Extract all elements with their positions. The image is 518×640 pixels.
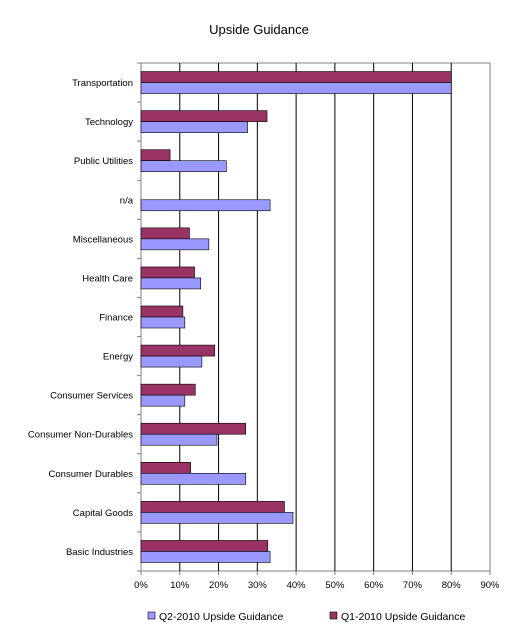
bar-q1 <box>140 305 184 318</box>
category-label: Consumer Services <box>50 391 133 402</box>
x-tick-label: 20% <box>209 580 229 591</box>
category-label: Capital Goods <box>73 508 133 519</box>
legend-label: Q1-2010 Upside Guidance <box>341 611 465 623</box>
x-tick-label: 90% <box>480 580 500 591</box>
category-label: Transportation <box>72 78 133 89</box>
category-label: Miscellaneous <box>73 234 133 245</box>
category-label: Energy <box>103 352 133 363</box>
bar-q1 <box>140 422 246 435</box>
bar-q2 <box>140 277 202 290</box>
bar-q2 <box>140 551 271 563</box>
chart-title: Upside Guidance <box>209 22 309 37</box>
bar-q1 <box>140 344 215 357</box>
bar-q2 <box>140 355 203 368</box>
x-tick-label: 10% <box>170 580 190 591</box>
bar-q2 <box>140 238 210 251</box>
legend-swatch <box>147 611 156 620</box>
bar-q2 <box>140 512 294 524</box>
bar-q2 <box>140 82 452 94</box>
category-label: Health Care <box>82 273 133 284</box>
bar-q2 <box>140 473 246 485</box>
plot-area: 0% 10% 20% 30% 40% 50% 60% 70% 80% 90% Transportat… <box>28 62 500 591</box>
bar-q2 <box>140 160 227 172</box>
x-tick-label: 80% <box>442 580 462 591</box>
legend-label: Q2-2010 Upside Guidance <box>159 611 283 623</box>
bar-q1 <box>140 540 269 552</box>
category-label: Consumer Durables <box>49 469 134 480</box>
bar-q1 <box>140 149 171 161</box>
bar-q1 <box>140 462 191 474</box>
legend-swatch <box>329 611 338 620</box>
category-label: Consumer Non-Durables <box>28 430 133 441</box>
bar-q1 <box>140 383 196 396</box>
x-tick-label: 40% <box>287 580 307 591</box>
x-tick-label: 70% <box>403 580 423 591</box>
bar-q2 <box>140 394 186 407</box>
category-label: n/a <box>120 195 134 206</box>
plot-frame <box>140 62 491 572</box>
bar-q2 <box>140 199 271 212</box>
bar-q2 <box>140 433 218 446</box>
bar-q2 <box>140 121 248 133</box>
bar-q1 <box>140 501 285 513</box>
x-tick-label: 0% <box>134 580 148 591</box>
category-label: Public Utilities <box>74 156 133 167</box>
x-tick-label: 60% <box>364 580 384 591</box>
bar-q1 <box>140 110 268 122</box>
category-label: Technology <box>85 117 133 128</box>
bar-q2 <box>140 316 186 329</box>
x-tick-label: 30% <box>248 580 268 591</box>
bar-q1 <box>140 227 190 240</box>
category-label: Basic Industries <box>66 547 133 558</box>
bar-q1 <box>140 266 195 279</box>
bar-q1 <box>140 71 452 83</box>
category-label: Finance <box>99 313 133 324</box>
legend: Q2-2010 Upside Guidance Q1-2010 Upside Gu… <box>147 611 465 623</box>
x-tick-label: 50% <box>325 580 345 591</box>
